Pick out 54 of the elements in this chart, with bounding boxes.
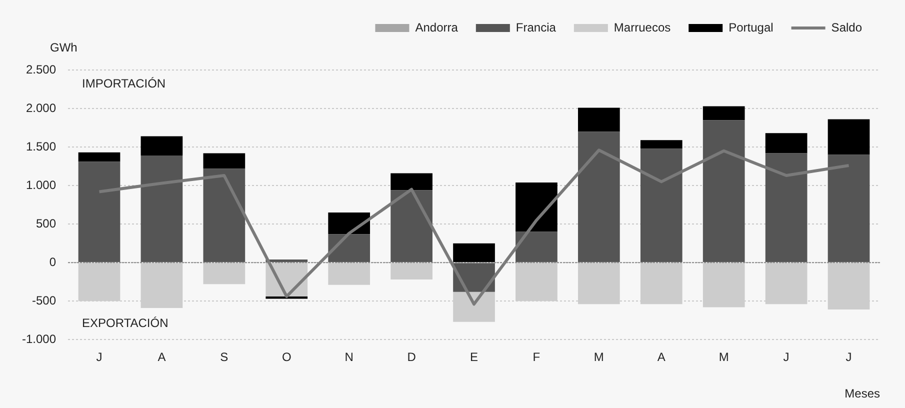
x-tick-label: A [158,350,166,364]
x-tick-label: M [718,350,729,364]
annotation: EXPORTACIÓN [82,316,168,330]
x-tick-label: J [783,350,790,364]
x-tick-label: J [96,350,102,364]
annotation: IMPORTACIÓN [82,76,166,90]
x-tick-label: S [220,350,228,364]
y-tick-label: 500 [36,216,56,230]
legend-label: Marruecos [614,20,671,34]
x-tick-label: E [470,350,478,364]
y-axis-title: GWh [50,40,78,54]
x-tick-label: F [532,350,540,364]
bar [78,152,120,162]
y-tick-label: 2.000 [26,100,56,115]
bar [78,162,120,262]
legend-label: Francia [516,20,556,34]
bar [828,119,870,155]
bar [640,148,682,262]
bar [328,234,370,262]
x-tick-label: A [657,350,666,364]
x-tick-label: D [407,350,416,364]
bar [516,232,558,262]
bar [453,243,495,262]
bar [828,154,870,262]
legend-label: Saldo [831,20,862,34]
bar [328,212,370,234]
bar [203,168,246,262]
bar [702,106,745,120]
bar [578,132,620,262]
legend-label: Portugal [728,20,774,34]
bar [516,182,558,232]
bar [702,120,745,262]
x-tick-label: J [846,350,852,364]
y-tick-label: 1.500 [26,139,56,154]
bar [390,173,432,190]
bar [390,190,432,262]
bar [266,296,308,299]
bar [640,140,682,149]
x-tick-label: N [344,350,354,364]
bar [578,108,620,132]
x-tick-label: O [282,350,292,364]
bar [203,153,246,169]
y-tick-label: -1.000 [22,332,56,346]
y-tick-label: -500 [32,293,56,308]
x-axis-title: Meses [844,386,880,400]
legend-label: Andorra [415,20,458,34]
x-tick-label: M [594,350,604,364]
bar [140,136,183,156]
bar [765,133,808,154]
bar [765,153,808,262]
y-tick-label: 0 [49,254,56,269]
y-tick-label: 2.500 [26,62,56,76]
bar [140,156,183,262]
y-tick-label: 1.000 [26,178,56,192]
